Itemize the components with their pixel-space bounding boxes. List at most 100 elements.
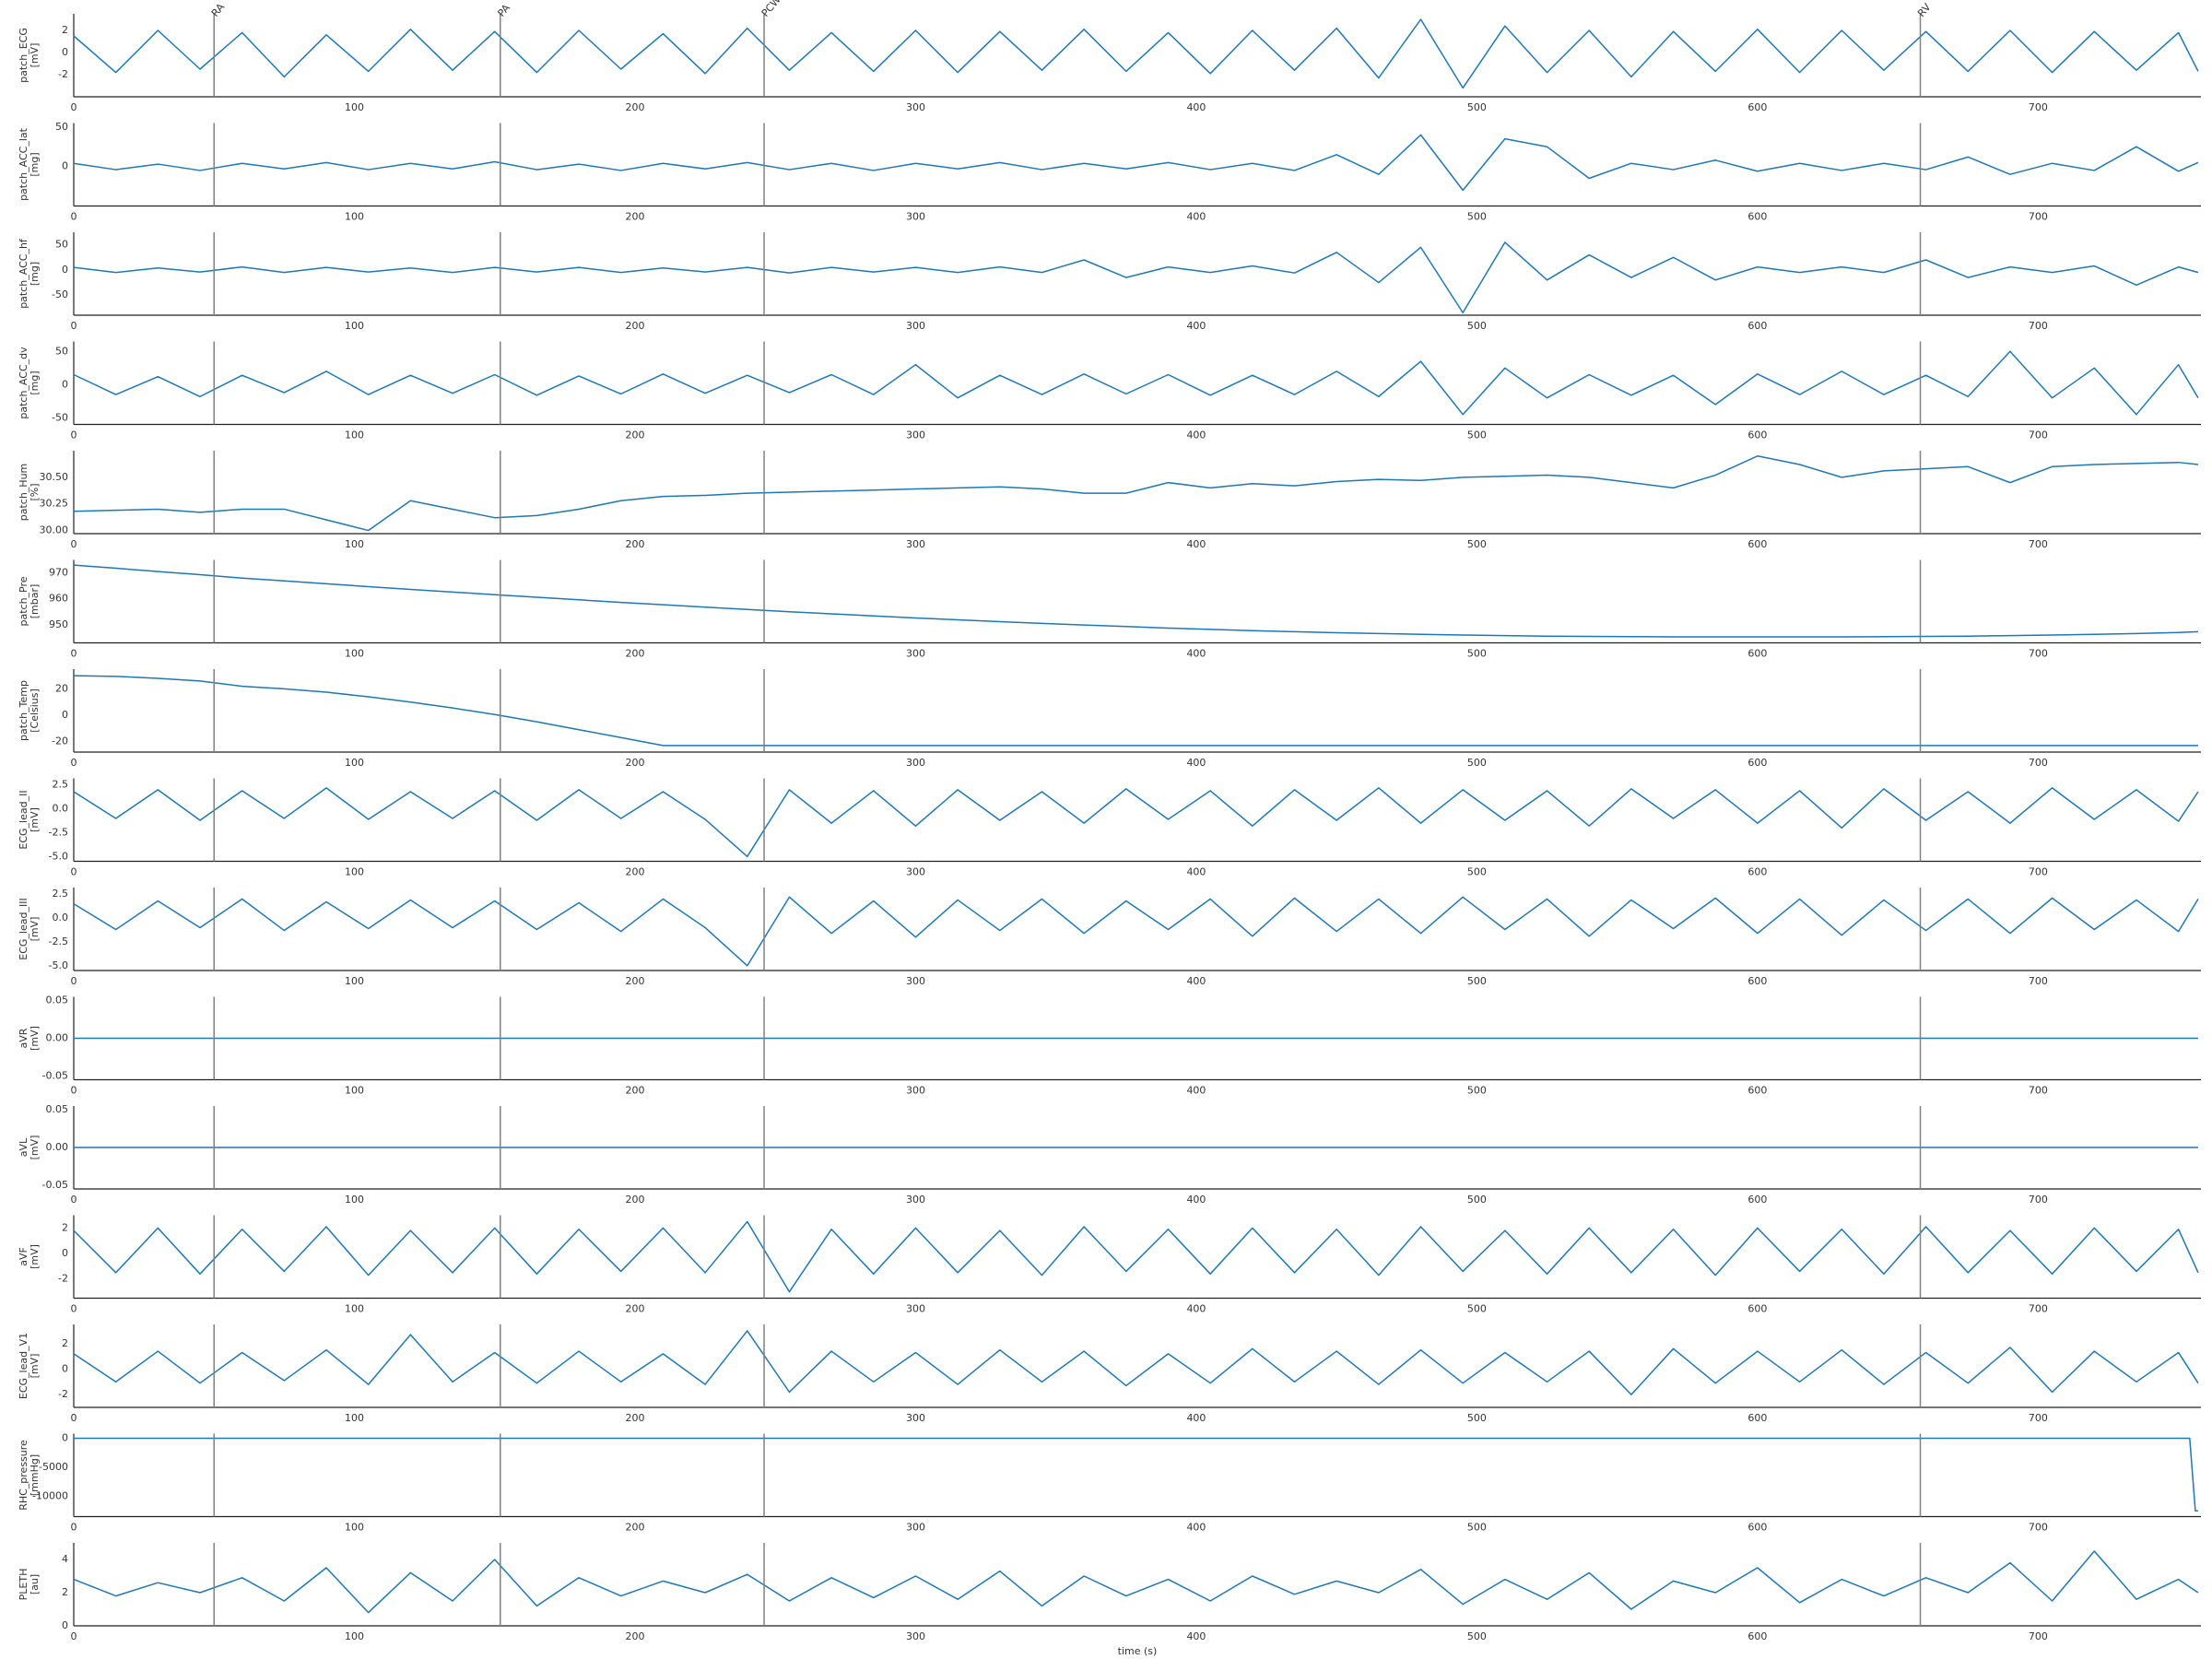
annotation: PA [495, 2, 512, 19]
signal-line [73, 350, 2199, 416]
y-axis-label-line: ECG_lead_II [18, 790, 29, 849]
x-tick-label: 100 [345, 211, 364, 223]
y-axis-label-line: aVL [18, 1137, 29, 1157]
x-tick-label: 400 [1186, 211, 1206, 223]
x-tick-label: 600 [1747, 1085, 1767, 1097]
signal-line [73, 1220, 2199, 1293]
y-tick-label: 0 [62, 160, 68, 172]
x-tick-label: 0 [71, 429, 77, 441]
y-tick-label: 50 [55, 121, 68, 133]
x-tick-label: 100 [345, 1194, 364, 1206]
x-tick-label: 500 [1467, 320, 1487, 332]
x-tick-label: 700 [2029, 648, 2048, 660]
y-tick-label: 30.25 [40, 498, 69, 510]
x-tick-label: 400 [1186, 1630, 1206, 1642]
x-tick-label: 200 [625, 1522, 644, 1534]
y-axis-label-line: [mV] [29, 43, 41, 68]
x-tick-label: 200 [625, 211, 644, 223]
x-tick-label: 300 [906, 320, 925, 332]
x-tick-label: 200 [625, 1630, 644, 1642]
x-tick-label: 400 [1186, 1194, 1206, 1206]
x-tick-label: 700 [2029, 1085, 2048, 1097]
x-tick-label: 300 [906, 648, 925, 660]
y-axis-label-line: aVF [18, 1247, 29, 1266]
x-tick-label: 700 [2029, 211, 2048, 223]
x-axis-label: time (s) [1118, 1645, 1158, 1657]
y-tick-label: 0.00 [46, 1141, 69, 1153]
y-axis-label: patch_Hum[%] [18, 464, 41, 522]
x-tick-label: 300 [906, 211, 925, 223]
y-tick-label: -2.5 [49, 826, 68, 838]
x-tick-label: 500 [1467, 866, 1487, 878]
y-tick-label: 0.00 [46, 1032, 69, 1044]
signal-line [73, 787, 2199, 858]
y-axis-label-line: [mV] [29, 1244, 41, 1269]
x-tick-label: 0 [71, 1630, 77, 1642]
x-tick-label: 0 [71, 1303, 77, 1315]
y-tick-label: 0 [62, 378, 68, 390]
x-tick-label: 600 [1747, 538, 1767, 550]
y-tick-label: 30.00 [40, 524, 69, 536]
x-tick-label: 700 [2029, 429, 2048, 441]
x-tick-label: 600 [1747, 648, 1767, 660]
x-tick-label: 300 [906, 1085, 925, 1097]
y-tick-label: 0 [62, 1432, 68, 1444]
x-tick-label: 0 [71, 975, 77, 987]
x-tick-label: 200 [625, 429, 644, 441]
x-tick-label: 600 [1747, 975, 1767, 987]
annotation: PCW [759, 0, 783, 19]
y-tick-label: 30.50 [40, 471, 69, 483]
y-tick-label: 950 [49, 618, 68, 630]
x-tick-label: 100 [345, 757, 364, 769]
x-tick-label: 200 [625, 538, 644, 550]
y-tick-label: -20 [52, 735, 68, 747]
x-tick-label: 500 [1467, 1522, 1487, 1534]
y-tick-label: 0 [62, 1619, 68, 1631]
x-tick-label: 0 [71, 320, 77, 332]
x-tick-label: 700 [2029, 975, 2048, 987]
signal-line [73, 134, 2199, 192]
x-tick-label: 400 [1186, 1522, 1206, 1534]
x-tick-label: 100 [345, 1522, 364, 1534]
x-tick-label: 100 [345, 866, 364, 878]
x-tick-label: 500 [1467, 1412, 1487, 1424]
y-tick-label: 0.05 [46, 1103, 69, 1115]
x-tick-label: 0 [71, 1194, 77, 1206]
y-tick-label: -2 [58, 1388, 68, 1400]
x-tick-label: 300 [906, 1194, 925, 1206]
signal-line [74, 1437, 2198, 1512]
x-tick-label: 300 [906, 538, 925, 550]
x-tick-label: 200 [625, 975, 644, 987]
x-tick-label: 400 [1186, 429, 1206, 441]
y-tick-label: -0.05 [42, 1069, 68, 1081]
y-axis-label-line: [mV] [29, 807, 41, 832]
x-tick-label: 200 [625, 1194, 644, 1206]
x-tick-label: 100 [345, 975, 364, 987]
y-tick-label: -5.0 [49, 959, 68, 971]
y-axis-label: PLETH[au] [18, 1569, 41, 1601]
x-tick-label: 700 [2029, 1412, 2048, 1424]
x-tick-label: 500 [1467, 538, 1487, 550]
y-axis-label-line: [mg] [29, 371, 41, 394]
y-axis-label-line: [mbar] [29, 584, 41, 619]
y-tick-label: 0 [62, 1362, 68, 1374]
y-tick-label: -2 [58, 68, 68, 80]
signal-line [73, 1330, 2199, 1395]
y-axis-label-line: patch_ACC_dv [18, 347, 29, 419]
signal-line [73, 241, 2199, 314]
x-tick-label: 700 [2029, 1630, 2048, 1642]
x-tick-label: 600 [1747, 1194, 1767, 1206]
y-axis-label-line: [au] [29, 1574, 41, 1594]
x-tick-label: 500 [1467, 1630, 1487, 1642]
x-tick-label: 200 [625, 1085, 644, 1097]
y-axis-label-line: [mV] [29, 1135, 41, 1160]
x-tick-label: 600 [1747, 866, 1767, 878]
x-tick-label: 300 [906, 101, 925, 113]
y-axis-label-line: patch_Hum [18, 464, 29, 522]
y-axis-label: aVL[mV] [18, 1135, 41, 1160]
x-tick-label: 100 [345, 1630, 364, 1642]
x-tick-label: 400 [1186, 975, 1206, 987]
y-axis-label-line: patch_Pre [18, 576, 29, 626]
x-tick-label: 0 [71, 211, 77, 223]
